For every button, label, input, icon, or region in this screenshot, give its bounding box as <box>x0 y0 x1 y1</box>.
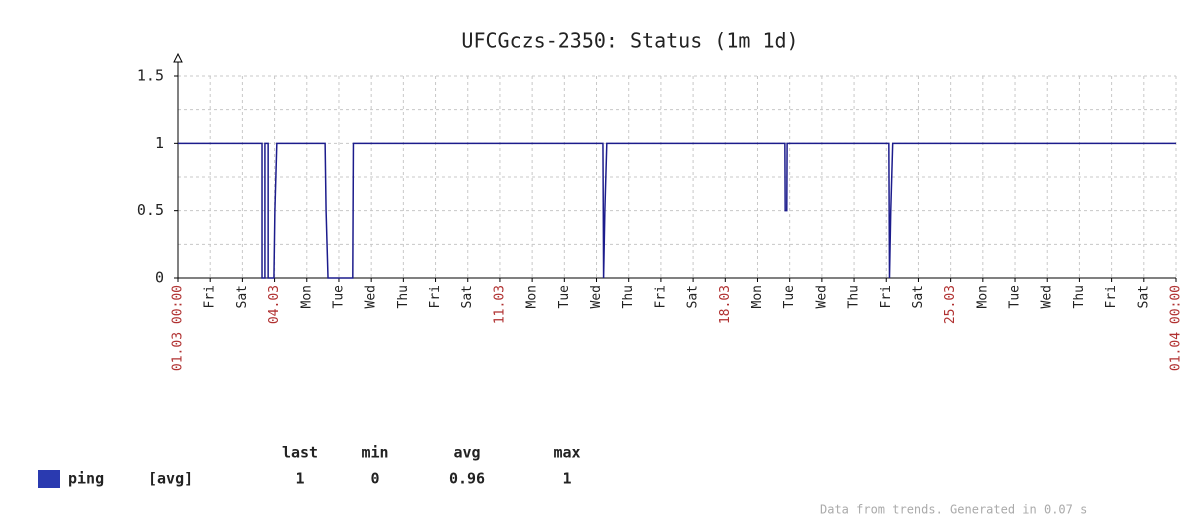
x-tick-label: Sat <box>235 285 250 308</box>
x-tick-label: Fri <box>203 285 218 308</box>
x-tick-label: Tue <box>782 285 797 309</box>
stats-value: 1 <box>295 470 304 488</box>
y-tick-label: 1.5 <box>137 67 164 85</box>
footer-note: Data from trends. Generated in 0.07 s <box>820 503 1087 515</box>
x-tick-label: 18.03 <box>718 285 733 324</box>
y-tick-label: 0.5 <box>137 201 164 219</box>
y-tick-label: 1 <box>155 134 164 152</box>
x-tick-label: 01.04 00:00 <box>1169 285 1184 371</box>
x-tick-label: 25.03 <box>943 285 958 324</box>
x-tick-label: Mon <box>975 285 990 308</box>
x-tick-label: Mon <box>299 285 314 308</box>
x-tick-label: Thu <box>396 285 411 308</box>
legend-swatch <box>38 470 60 488</box>
stats-header: max <box>553 444 580 462</box>
x-tick-label: Fri <box>653 285 668 308</box>
x-tick-label: Mon <box>750 285 765 308</box>
x-tick-label: 11.03 <box>492 285 507 324</box>
x-tick-label: Fri <box>1104 285 1119 308</box>
x-tick-label: Tue <box>557 285 572 309</box>
x-tick-label: Wed <box>814 285 829 308</box>
x-tick-label: Fri <box>879 285 894 308</box>
stats-value: 1 <box>562 470 571 488</box>
series-line <box>178 142 1176 279</box>
x-tick-label: Thu <box>1072 285 1087 308</box>
y-axis-arrow <box>173 52 183 63</box>
stats-value: 0.96 <box>449 470 485 488</box>
x-tick-label: Sat <box>911 285 926 308</box>
stats-header: min <box>361 444 388 462</box>
y-tick-label: 0 <box>155 269 164 287</box>
legend-function: [avg] <box>148 470 193 488</box>
x-tick-label: Mon <box>525 285 540 308</box>
x-tick-label: Sat <box>1136 285 1151 308</box>
x-tick-label: Wed <box>364 285 379 308</box>
x-tick-label: Fri <box>428 285 443 308</box>
stats-value: 0 <box>370 470 379 488</box>
stats-header: last <box>282 444 318 462</box>
x-tick-label: Sat <box>686 285 701 308</box>
x-tick-label: Wed <box>1040 285 1055 308</box>
x-tick-label: Thu <box>621 285 636 308</box>
x-tick-label: Tue <box>1008 285 1023 309</box>
x-tick-label: Sat <box>460 285 475 308</box>
stats-header: avg <box>453 444 480 462</box>
chart-title: UFCGczs-2350: Status (1m 1d) <box>461 29 798 53</box>
x-tick-label: Thu <box>847 285 862 308</box>
x-tick-label: Tue <box>331 285 346 309</box>
x-tick-label: 04.03 <box>267 285 282 324</box>
x-tick-label: 01.03 00:00 <box>171 285 186 371</box>
legend-name: ping <box>68 470 104 488</box>
x-tick-label: Wed <box>589 285 604 308</box>
